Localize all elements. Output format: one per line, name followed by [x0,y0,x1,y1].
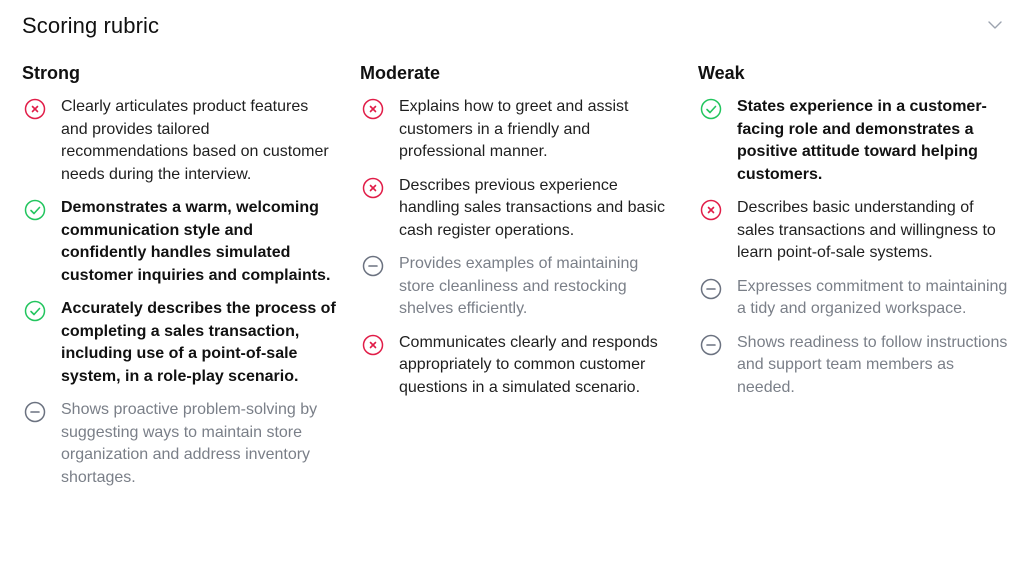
rubric-item-text: Shows readiness to follow instructions a… [737,333,1008,396]
rubric-item: Describes previous experience handling s… [360,175,676,243]
minus-circle-icon [700,334,722,355]
chevron-down-icon[interactable] [986,16,1004,34]
rubric-item: Clearly articulates product features and… [22,96,338,186]
rubric-item-text: Expresses commitment to maintaining a ti… [737,277,1008,318]
rubric-item-text: Clearly articulates product features and… [61,98,329,183]
minus-circle-icon [700,278,722,299]
column-heading: Moderate [360,63,441,83]
x-circle-icon [362,98,384,120]
rubric-item-text: Demonstrates a warm, welcoming communica… [61,199,331,284]
check-circle-icon [24,199,46,221]
rubric-item: Demonstrates a warm, welcoming communica… [22,197,338,287]
rubric-item: Describes basic understanding of sales t… [698,197,1014,265]
column-heading: Strong [22,63,80,83]
rubric-item-text: States experience in a customer-facing r… [737,98,987,183]
rubric-item: States experience in a customer-facing r… [698,96,1014,186]
rubric-item: Accurately describes the process of comp… [22,298,338,388]
rubric-item-text: Describes basic understanding of sales t… [737,199,996,261]
rubric-item-text: Shows proactive problem-solving by sugge… [61,401,318,486]
rubric-item-text: Explains how to greet and assist custome… [399,98,629,160]
column-heading: Weak [698,63,745,83]
x-circle-icon [700,199,722,221]
column-moderate: Moderate Explains how to greet and assis… [360,60,676,410]
x-circle-icon [24,98,46,120]
rubric-item: Expresses commitment to maintaining a ti… [698,276,1014,321]
column-weak: Weak States experience in a customer-fac… [698,60,1014,410]
rubric-item: Communicates clearly and responds approp… [360,332,676,400]
rubric-item-text: Communicates clearly and responds approp… [399,333,658,396]
rubric-item: Provides examples of maintaining store c… [360,253,676,321]
column-strong: Strong Clearly articulates product featu… [22,60,338,500]
rubric-item: Shows readiness to follow instructions a… [698,332,1014,400]
rubric-item: Shows proactive problem-solving by sugge… [22,399,338,489]
rubric-header[interactable]: Scoring rubric [22,12,1012,40]
x-circle-icon [362,177,384,198]
minus-circle-icon [362,255,384,277]
rubric-item-text: Provides examples of maintaining store c… [399,255,639,317]
check-circle-icon [700,98,722,120]
minus-circle-icon [24,401,46,423]
rubric-item: Explains how to greet and assist custome… [360,96,676,164]
check-circle-icon [24,300,46,322]
x-circle-icon [362,334,384,355]
rubric-item-text: Describes previous experience handling s… [399,176,665,239]
page-title: Scoring rubric [22,13,160,38]
rubric-item-text: Accurately describes the process of comp… [61,300,336,385]
